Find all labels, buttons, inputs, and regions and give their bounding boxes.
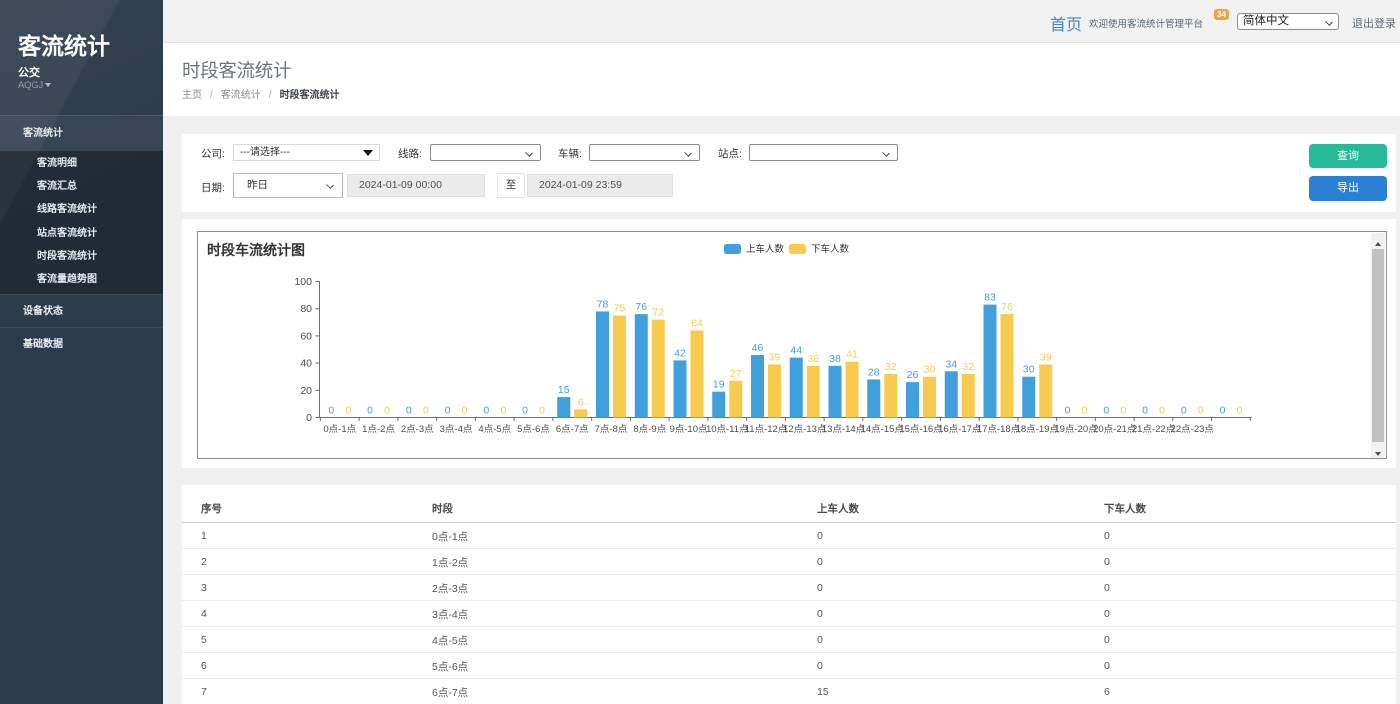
svg-text:19点-20点: 19点-20点	[1054, 424, 1098, 435]
svg-text:0: 0	[483, 405, 489, 417]
svg-text:20点-21点: 20点-21点	[1093, 424, 1137, 435]
svg-text:10点-11点: 10点-11点	[706, 424, 749, 435]
svg-text:72: 72	[652, 307, 664, 319]
svg-text:17点-18点: 17点-18点	[977, 424, 1021, 435]
svg-text:60: 60	[300, 330, 312, 342]
svg-text:12点-13点: 12点-13点	[783, 424, 827, 435]
svg-text:22点-23点: 22点-23点	[1171, 424, 1215, 435]
svg-text:2点-3点: 2点-3点	[401, 424, 434, 435]
svg-text:0点-1点: 0点-1点	[323, 424, 356, 435]
svg-text:32: 32	[962, 361, 974, 373]
svg-text:0: 0	[345, 405, 351, 417]
svg-text:0: 0	[423, 405, 429, 417]
svg-text:27: 27	[730, 368, 742, 380]
svg-text:0: 0	[1065, 405, 1071, 417]
svg-text:26: 26	[907, 369, 919, 381]
svg-text:0: 0	[406, 405, 412, 417]
svg-text:100: 100	[294, 276, 312, 288]
svg-text:21点-22点: 21点-22点	[1132, 424, 1176, 435]
svg-text:0: 0	[522, 405, 528, 417]
svg-text:16点-17点: 16点-17点	[938, 424, 982, 435]
svg-text:0: 0	[462, 405, 468, 417]
svg-text:64: 64	[691, 317, 703, 329]
svg-text:42: 42	[674, 347, 686, 359]
svg-text:28: 28	[868, 366, 880, 378]
svg-text:0: 0	[1142, 405, 1148, 417]
svg-text:0: 0	[1159, 405, 1165, 417]
svg-text:0: 0	[1198, 405, 1204, 417]
svg-text:5点-6点: 5点-6点	[517, 424, 550, 435]
svg-text:76: 76	[1001, 301, 1013, 313]
svg-text:80: 80	[300, 303, 312, 315]
svg-text:7点-8点: 7点-8点	[595, 424, 628, 435]
svg-text:20: 20	[300, 385, 312, 397]
svg-text:38: 38	[807, 353, 819, 365]
svg-text:41: 41	[846, 349, 858, 361]
svg-text:76: 76	[635, 301, 647, 313]
svg-text:0: 0	[1082, 405, 1088, 417]
svg-text:32: 32	[885, 361, 897, 373]
svg-text:3点-4点: 3点-4点	[440, 424, 473, 435]
svg-text:75: 75	[614, 303, 626, 315]
svg-text:39: 39	[769, 351, 781, 363]
svg-text:1点-2点: 1点-2点	[362, 424, 395, 435]
svg-text:0: 0	[367, 405, 373, 417]
svg-text:30: 30	[924, 364, 936, 376]
svg-text:0: 0	[539, 405, 545, 417]
svg-text:6: 6	[578, 396, 584, 408]
svg-text:0: 0	[306, 412, 312, 424]
svg-text:6点-7点: 6点-7点	[556, 424, 589, 435]
svg-text:13点-14点: 13点-14点	[822, 424, 866, 435]
svg-text:34: 34	[945, 358, 957, 370]
svg-text:0: 0	[1220, 405, 1226, 417]
svg-text:44: 44	[790, 345, 802, 357]
svg-text:78: 78	[597, 298, 609, 310]
svg-text:0: 0	[500, 405, 506, 417]
svg-text:83: 83	[984, 292, 996, 304]
svg-text:0: 0	[1181, 405, 1187, 417]
svg-text:4点-5点: 4点-5点	[478, 424, 511, 435]
svg-text:40: 40	[300, 358, 312, 370]
svg-text:0: 0	[384, 405, 390, 417]
svg-text:38: 38	[829, 353, 841, 365]
svg-text:0: 0	[445, 405, 451, 417]
svg-text:39: 39	[1040, 351, 1052, 363]
svg-text:0: 0	[1120, 405, 1126, 417]
svg-text:19: 19	[713, 379, 725, 391]
svg-text:11点-12点: 11点-12点	[745, 424, 788, 435]
svg-text:46: 46	[752, 342, 764, 354]
svg-text:30: 30	[1023, 364, 1035, 376]
svg-text:15: 15	[558, 384, 570, 396]
svg-text:9点-10点: 9点-10点	[669, 424, 708, 435]
svg-text:18点-19点: 18点-19点	[1016, 424, 1060, 435]
svg-text:8点-9点: 8点-9点	[633, 424, 666, 435]
svg-text:0: 0	[1103, 405, 1109, 417]
svg-text:15点-16点: 15点-16点	[899, 424, 943, 435]
svg-text:0: 0	[328, 405, 334, 417]
svg-text:0: 0	[1237, 405, 1243, 417]
svg-text:14点-15点: 14点-15点	[861, 424, 905, 435]
